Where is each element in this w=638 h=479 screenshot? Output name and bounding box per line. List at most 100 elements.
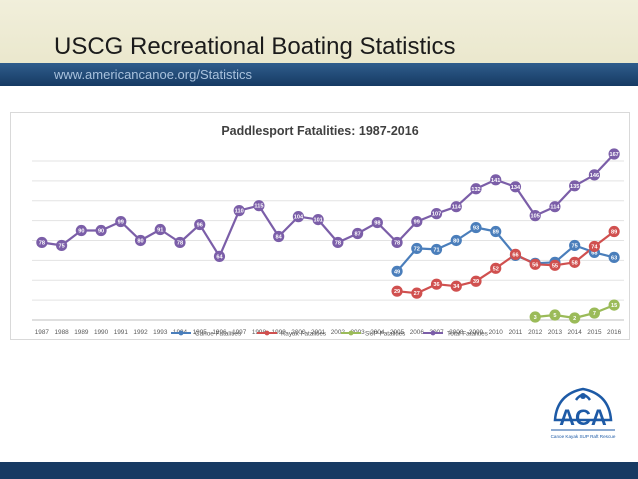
data-point bbox=[529, 210, 541, 222]
x-tick-label: 1988 bbox=[54, 329, 69, 336]
data-point bbox=[352, 227, 364, 240]
data-label: 114 bbox=[550, 205, 560, 211]
data-point bbox=[115, 215, 127, 228]
data-label: 98 bbox=[374, 221, 380, 227]
x-tick-label: 1996 bbox=[212, 329, 227, 336]
data-point bbox=[588, 307, 601, 319]
slide-title: USCG Recreational Boating Statistics bbox=[54, 33, 456, 60]
data-point bbox=[312, 213, 324, 226]
data-label: 135 bbox=[570, 184, 579, 190]
data-label: 90 bbox=[98, 229, 104, 235]
data-label: 71 bbox=[433, 247, 439, 253]
x-tick-label: 1997 bbox=[232, 329, 247, 336]
data-point bbox=[490, 174, 502, 186]
data-point bbox=[430, 243, 443, 256]
data-point bbox=[509, 181, 522, 193]
data-label: 110 bbox=[235, 209, 244, 215]
logo-text: ACA bbox=[559, 405, 607, 430]
data-label: 78 bbox=[177, 240, 183, 246]
data-point bbox=[470, 183, 482, 195]
data-point bbox=[450, 234, 462, 247]
x-tick-label: 1999 bbox=[272, 329, 287, 336]
x-tick-label: 2006 bbox=[410, 329, 425, 336]
data-point bbox=[174, 236, 186, 249]
chart-legend: Canoe Fatalities Kayak Fatalities SUP Fata… bbox=[171, 331, 488, 338]
data-label: 27 bbox=[414, 291, 420, 297]
data-point bbox=[430, 278, 443, 290]
data-point bbox=[371, 216, 383, 229]
legend-marker bbox=[264, 330, 270, 336]
data-point bbox=[95, 224, 107, 237]
data-label: 99 bbox=[414, 220, 420, 226]
x-axis-ticks: 1987198819891990199119921993199419951996… bbox=[35, 329, 622, 336]
chart-points: 4972718093896557587568632927363439526656… bbox=[36, 148, 620, 324]
data-label: 80 bbox=[137, 238, 143, 244]
data-label: 99 bbox=[118, 220, 124, 226]
x-tick-label: 1990 bbox=[94, 329, 109, 336]
data-point bbox=[134, 234, 147, 247]
data-point bbox=[588, 240, 601, 253]
data-label: 134 bbox=[511, 185, 521, 191]
x-tick-label: 2013 bbox=[548, 329, 563, 336]
data-label: 93 bbox=[473, 226, 479, 232]
x-tick-label: 2010 bbox=[489, 329, 504, 336]
data-point bbox=[490, 225, 502, 238]
data-point bbox=[608, 148, 620, 160]
data-point bbox=[154, 223, 166, 236]
data-point bbox=[411, 287, 423, 299]
data-label: 75 bbox=[572, 243, 578, 249]
data-point bbox=[233, 205, 245, 217]
legend-marker bbox=[178, 330, 184, 336]
data-point bbox=[430, 208, 443, 220]
data-label: 63 bbox=[611, 255, 617, 261]
legend-label: Kayak Fatalities bbox=[281, 331, 326, 338]
data-label: 87 bbox=[354, 232, 360, 238]
data-label: 55 bbox=[552, 263, 558, 269]
data-label: 115 bbox=[254, 204, 263, 210]
data-label: 29 bbox=[394, 289, 400, 295]
x-tick-label: 1995 bbox=[193, 329, 208, 336]
x-tick-label: 2008 bbox=[449, 329, 464, 336]
data-point bbox=[509, 248, 522, 260]
legend-marker bbox=[348, 330, 354, 336]
data-point bbox=[411, 242, 423, 255]
x-tick-label: 2016 bbox=[607, 329, 622, 336]
data-label: 75 bbox=[58, 243, 64, 249]
chart-title: Paddlesport Fatalities: 1987-2016 bbox=[221, 124, 418, 138]
data-label: 36 bbox=[433, 282, 439, 288]
data-label: 66 bbox=[512, 252, 518, 258]
data-label: 34 bbox=[453, 284, 460, 290]
data-point bbox=[253, 200, 265, 212]
x-tick-label: 2012 bbox=[528, 329, 543, 336]
x-tick-label: 1992 bbox=[133, 329, 148, 336]
data-label: 114 bbox=[452, 205, 462, 211]
data-point bbox=[56, 239, 68, 252]
data-label: 167 bbox=[609, 152, 618, 158]
data-point bbox=[450, 201, 462, 213]
data-label: 90 bbox=[78, 229, 84, 235]
data-point bbox=[569, 312, 581, 324]
data-label: 89 bbox=[611, 230, 617, 236]
data-label: 64 bbox=[216, 254, 223, 260]
x-tick-label: 2011 bbox=[509, 329, 523, 336]
x-tick-label: 2001 bbox=[311, 329, 326, 336]
x-tick-label: 2002 bbox=[331, 329, 346, 336]
data-label: 105 bbox=[531, 214, 540, 220]
data-point bbox=[75, 224, 87, 237]
data-label: 49 bbox=[394, 269, 400, 275]
data-label: 89 bbox=[493, 230, 499, 236]
data-label: 7 bbox=[593, 311, 596, 317]
data-label: 52 bbox=[493, 266, 499, 272]
x-tick-label: 2009 bbox=[469, 329, 484, 336]
data-point bbox=[332, 236, 344, 249]
data-point bbox=[292, 211, 304, 223]
data-point bbox=[273, 230, 285, 243]
data-point bbox=[490, 262, 502, 274]
data-label: 2 bbox=[573, 316, 576, 322]
series-line bbox=[41, 153, 615, 258]
data-label: 72 bbox=[414, 246, 420, 252]
footer-bar bbox=[0, 462, 638, 479]
data-point bbox=[391, 265, 403, 277]
series-line bbox=[396, 226, 615, 273]
data-label: 15 bbox=[611, 303, 617, 309]
